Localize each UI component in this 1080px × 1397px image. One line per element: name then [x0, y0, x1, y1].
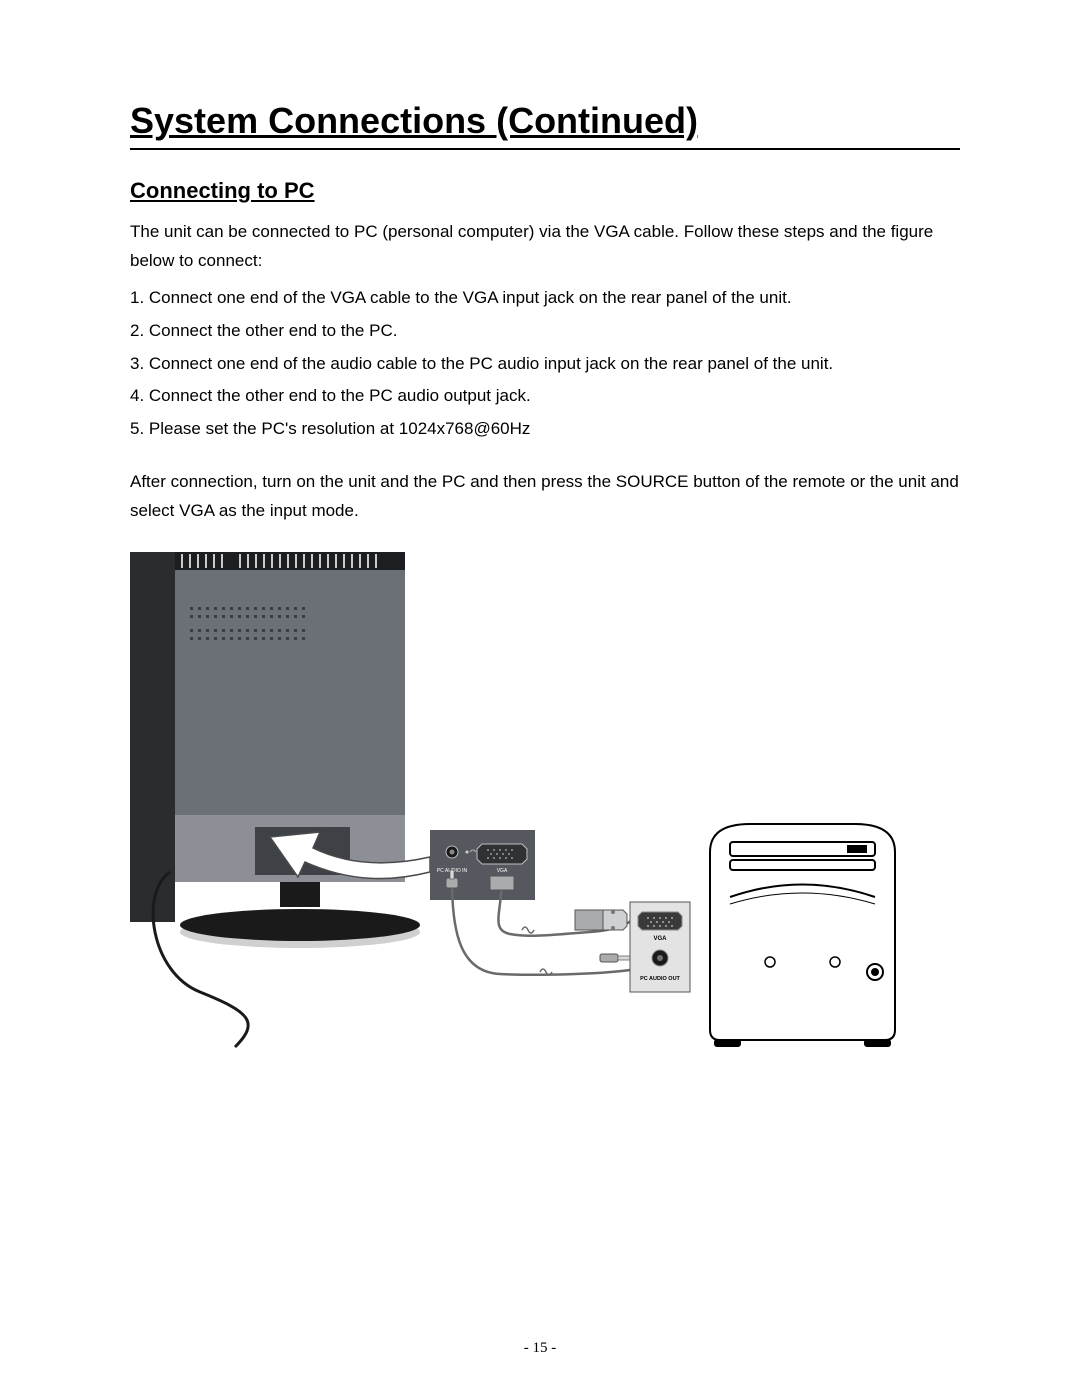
audio-plug-icon-pc — [600, 954, 630, 962]
vga-plug-icon-tv — [490, 876, 514, 890]
connection-diagram: PC AUDIO IN VGA — [130, 552, 900, 1052]
pc-vga-label: VGA — [653, 936, 667, 942]
section-subtitle: Connecting to PC — [130, 178, 960, 204]
tv-rear-icon — [130, 552, 420, 1047]
step-2: 2. Connect the other end to the PC. — [130, 317, 960, 346]
step-5: 5. Please set the PC's resolution at 102… — [130, 415, 960, 444]
step-1: 1. Connect one end of the VGA cable to t… — [130, 284, 960, 313]
step-3: 3. Connect one end of the audio cable to… — [130, 350, 960, 379]
pc-port-panel-icon: VGA PC AUDIO OUT — [630, 902, 690, 992]
intro-paragraph: The unit can be connected to PC (persona… — [130, 218, 960, 276]
pc-tower-icon — [710, 824, 895, 1046]
tv-port-panel-icon: PC AUDIO IN VGA — [430, 830, 535, 900]
tv-vga-label: VGA — [497, 868, 508, 874]
vga-connector-icon — [575, 910, 627, 930]
page-title: System Connections (Continued) — [130, 100, 960, 150]
manual-page: System Connections (Continued) Connectin… — [0, 0, 1080, 1397]
pc-audio-out-label: PC AUDIO OUT — [640, 976, 680, 982]
outro-paragraph: After connection, turn on the unit and t… — [130, 468, 960, 526]
page-number: - 15 - — [0, 1340, 1080, 1357]
step-4: 4. Connect the other end to the PC audio… — [130, 382, 960, 411]
